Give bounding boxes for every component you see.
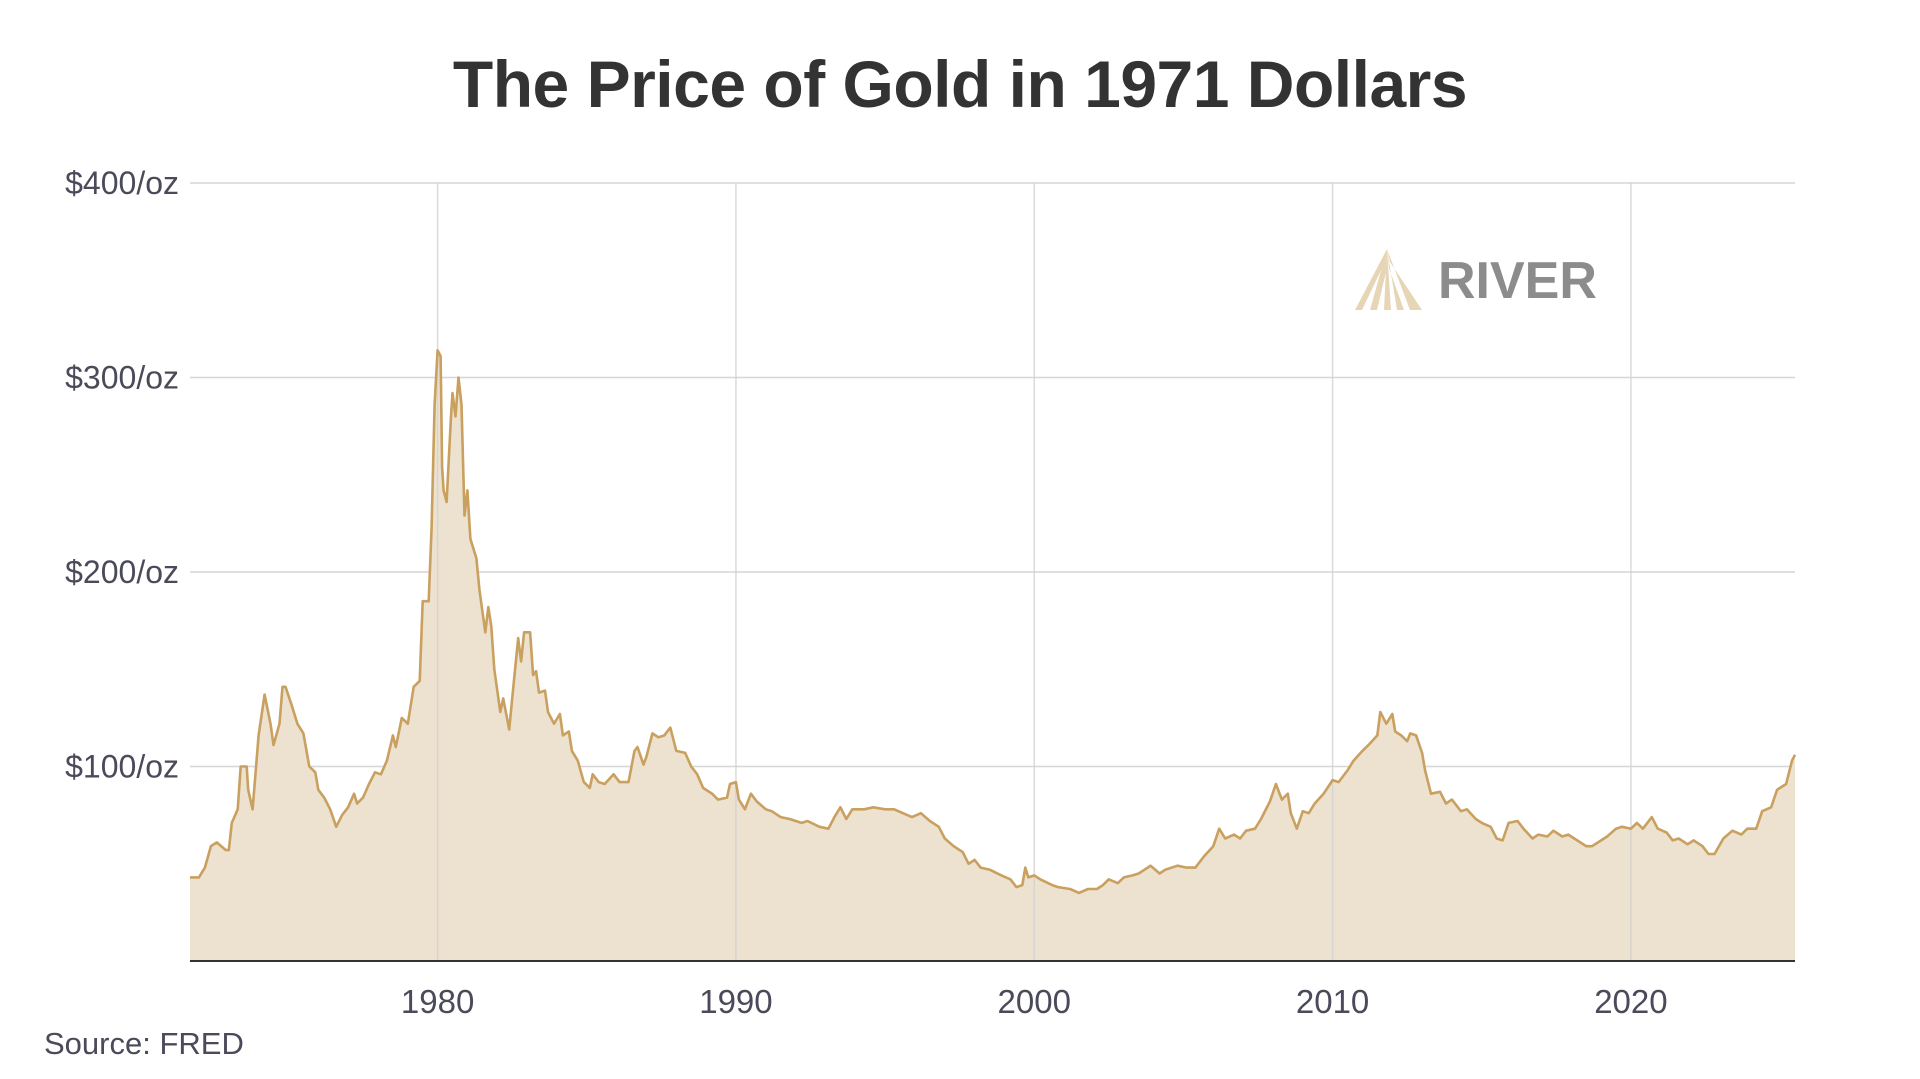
x-axis-ticks: 1980 1990 2000 2010 2020: [401, 983, 1668, 1020]
price-line: [190, 349, 1797, 895]
river-logo-icon: [1355, 249, 1422, 310]
river-logo: RIVER: [1355, 249, 1597, 310]
source-note: Source: FRED: [44, 1026, 244, 1061]
river-logo-text: RIVER: [1438, 252, 1597, 310]
chart-title: The Price of Gold in 1971 Dollars: [452, 47, 1468, 121]
y-tick-label: $300/oz: [65, 360, 179, 396]
x-tick-label: 2010: [1296, 983, 1369, 1020]
price-area-fill: [190, 350, 1795, 961]
y-tick-label: $400/oz: [65, 165, 179, 201]
x-tick-label: 2000: [998, 983, 1071, 1020]
vertical-gridlines: [436, 183, 1632, 961]
y-tick-label: $100/oz: [65, 749, 179, 785]
x-tick-label: 2020: [1594, 983, 1667, 1020]
x-tick-label: 1980: [401, 983, 474, 1020]
y-tick-label: $200/oz: [65, 554, 179, 590]
y-axis-ticks: $100/oz $200/oz $300/oz $400/oz: [65, 165, 179, 785]
x-tick-label: 1990: [699, 983, 772, 1020]
